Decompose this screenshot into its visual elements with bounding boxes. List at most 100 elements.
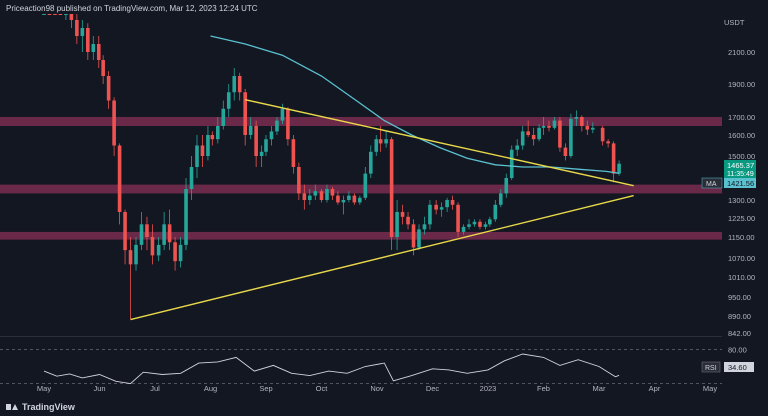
candle-53 bbox=[330, 186, 335, 200]
candle-26 bbox=[184, 178, 188, 251]
candle-52 bbox=[325, 184, 329, 203]
candle-2 bbox=[53, 14, 57, 15]
candle-22 bbox=[162, 212, 166, 251]
candle-55 bbox=[341, 195, 346, 215]
candle-21 bbox=[156, 237, 161, 262]
candle-50 bbox=[313, 184, 318, 200]
candle-48 bbox=[302, 184, 307, 210]
candle-44 bbox=[280, 103, 285, 125]
candle-84 bbox=[498, 189, 503, 208]
candle-57 bbox=[352, 193, 357, 205]
candle-32 bbox=[216, 117, 220, 144]
candle-51 bbox=[319, 189, 324, 203]
candle-27 bbox=[189, 156, 194, 200]
candle-33 bbox=[221, 100, 226, 130]
publisher-caption: Priceaction98 published on TradingView.c… bbox=[6, 4, 258, 13]
candle-100 bbox=[585, 120, 590, 135]
candle-87 bbox=[515, 139, 520, 156]
tradingview-logo-icon bbox=[6, 403, 18, 411]
rsi-level-80: 80.00 bbox=[728, 345, 747, 354]
candle-12 bbox=[106, 71, 111, 109]
candle-18 bbox=[139, 212, 144, 251]
last-price-value: 1465.37 bbox=[727, 161, 754, 170]
time-tick: Oct bbox=[316, 384, 329, 393]
time-tick: Dec bbox=[426, 384, 440, 393]
candle-8 bbox=[86, 23, 90, 60]
candle-14 bbox=[117, 143, 122, 225]
candle-4 bbox=[64, 14, 68, 20]
price-axis: 2100.001900.001700.001600.001500.001400.… bbox=[728, 48, 755, 338]
candle-0 bbox=[42, 14, 46, 15]
candle-81 bbox=[483, 221, 488, 230]
candle-19 bbox=[145, 216, 149, 251]
time-tick: Feb bbox=[537, 384, 550, 393]
currency-label: USDT bbox=[724, 18, 745, 27]
candle-73 bbox=[439, 202, 444, 217]
candle-13 bbox=[112, 97, 116, 156]
price-tick: 1010.00 bbox=[728, 273, 755, 282]
candle-34 bbox=[226, 84, 231, 117]
candle-78 bbox=[467, 219, 471, 230]
candle-42 bbox=[269, 126, 274, 146]
candle-30 bbox=[206, 126, 210, 161]
candle-79 bbox=[472, 219, 477, 227]
ma-value: 1421.56 bbox=[727, 179, 754, 188]
time-tick: Mar bbox=[593, 384, 606, 393]
candle-66 bbox=[400, 204, 405, 225]
candle-74 bbox=[445, 197, 449, 212]
candle-69 bbox=[417, 224, 421, 251]
candle-47 bbox=[297, 162, 301, 200]
candle-59 bbox=[363, 167, 368, 200]
candle-15 bbox=[123, 209, 127, 265]
candle-89 bbox=[526, 120, 530, 138]
price-tick: 2100.00 bbox=[728, 48, 755, 57]
price-tick: 842.00 bbox=[728, 329, 751, 338]
candle-96 bbox=[563, 143, 568, 161]
time-axis: May Jun Jul Aug Sep Oct Nov Dec 2023 Feb Mar Apr May bbox=[37, 384, 717, 393]
candle-17 bbox=[134, 237, 138, 271]
candle-10 bbox=[96, 36, 101, 68]
candle-24 bbox=[173, 237, 177, 271]
tradingview-brand[interactable]: TradingView bbox=[6, 402, 75, 412]
candle-43 bbox=[275, 117, 279, 135]
rsi-line bbox=[43, 353, 620, 385]
candle-101 bbox=[590, 122, 595, 134]
candle-65 bbox=[395, 200, 399, 251]
candle-49 bbox=[308, 189, 312, 205]
time-tick: May bbox=[703, 384, 717, 393]
candle-77 bbox=[461, 224, 466, 235]
candle-76 bbox=[456, 202, 460, 237]
last-price-tag: 1465.37 11:35:49 bbox=[724, 160, 756, 178]
candle-40 bbox=[259, 145, 264, 167]
candle-39 bbox=[254, 120, 258, 167]
candle-31 bbox=[210, 131, 215, 146]
candle-41 bbox=[264, 135, 268, 156]
candle-72 bbox=[434, 200, 438, 215]
price-tick: 1225.00 bbox=[728, 214, 755, 223]
zone-1 bbox=[0, 117, 722, 126]
candle-99 bbox=[580, 115, 584, 132]
candle-97 bbox=[569, 113, 573, 159]
candle-98 bbox=[574, 110, 579, 126]
candle-5 bbox=[69, 14, 74, 28]
candle-16 bbox=[128, 237, 133, 320]
zone-3 bbox=[0, 231, 722, 240]
support-resistance-zones bbox=[0, 117, 722, 240]
candle-45 bbox=[286, 107, 290, 146]
candle-23 bbox=[167, 209, 172, 251]
candle-94 bbox=[552, 117, 557, 130]
candle-90 bbox=[531, 127, 536, 146]
rsi-pane: 80.00 RSI 34.60 bbox=[0, 345, 754, 385]
candle-11 bbox=[101, 55, 105, 84]
candle-85 bbox=[504, 173, 509, 198]
candle-54 bbox=[336, 191, 340, 205]
candle-102 bbox=[600, 126, 605, 146]
candle-35 bbox=[232, 68, 237, 101]
last-price-countdown: 11:35:49 bbox=[727, 171, 754, 178]
candle-56 bbox=[347, 191, 351, 203]
price-tick: 1070.00 bbox=[728, 254, 755, 263]
candle-46 bbox=[291, 135, 296, 174]
candle-1 bbox=[47, 14, 52, 15]
candle-88 bbox=[520, 126, 525, 150]
